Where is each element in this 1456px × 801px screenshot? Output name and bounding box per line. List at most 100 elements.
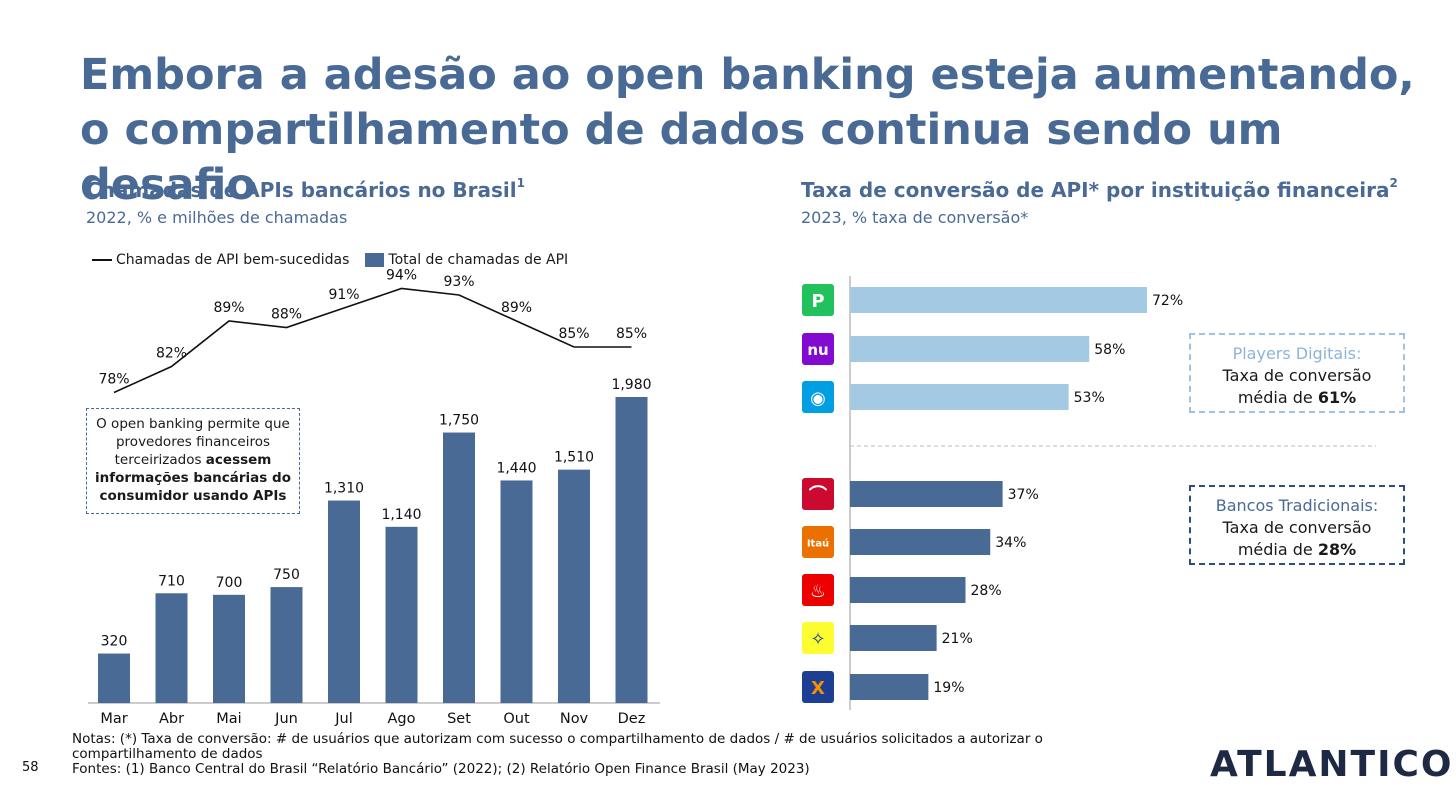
mercado-pago-logo-icon-glyph: ◉ bbox=[810, 388, 826, 409]
traditional-banks-line3: média de 28% bbox=[1191, 539, 1403, 561]
x-tick-label: Ago bbox=[388, 711, 416, 727]
conversion-rate-label: 28% bbox=[971, 583, 1002, 599]
line-value-label: 93% bbox=[443, 274, 474, 290]
x-tick-label: Jul bbox=[334, 711, 353, 727]
conversion-rate-label: 53% bbox=[1074, 390, 1105, 406]
digital-players-line3: média de 61% bbox=[1191, 387, 1403, 409]
bar-value-label: 1,510 bbox=[554, 450, 594, 466]
right-chart-subheading: 2023, % taxa de conversão* bbox=[801, 208, 1029, 227]
x-tick-label: Mai bbox=[216, 711, 241, 727]
mercado-pago-logo-icon bbox=[802, 381, 834, 413]
open-banking-callout: O open banking permite que provedores fi… bbox=[86, 408, 300, 514]
santander-logo-icon-glyph: ♨ bbox=[810, 581, 826, 602]
bradesco-logo-icon-glyph: ⌒ bbox=[809, 484, 827, 506]
left-chart-heading-text: Chamadas de APIs bancários no Brasil bbox=[86, 178, 517, 202]
conversion-rate-label: 34% bbox=[995, 535, 1026, 551]
nubank-logo-icon bbox=[802, 333, 834, 365]
api-calls-bar bbox=[385, 526, 418, 703]
digital-avg-label: média de bbox=[1237, 388, 1318, 407]
left-chart-legend: Chamadas de API bem-sucedidas Total de c… bbox=[92, 252, 568, 268]
bar-value-label: 1,310 bbox=[324, 481, 364, 497]
atlantico-logo: ATLANTICO bbox=[1210, 744, 1454, 785]
legend-bar-swatch bbox=[365, 253, 385, 267]
bar-value-label: 750 bbox=[273, 567, 300, 583]
callout-bold-text: acessem informações bancárias do consumi… bbox=[95, 452, 291, 504]
success-rate-line bbox=[113, 287, 632, 394]
line-value-label: 85% bbox=[558, 326, 589, 342]
conversion-rate-bar bbox=[850, 287, 1147, 313]
bar-value-label: 1,140 bbox=[381, 507, 421, 523]
bar-value-label: 1,440 bbox=[496, 460, 536, 476]
left-chart-heading: Chamadas de APIs bancários no Brasil1 bbox=[86, 176, 525, 202]
x-tick-label: Nov bbox=[560, 711, 589, 727]
callout-text: O open banking permite que provedores fi… bbox=[96, 416, 290, 468]
sources-line: Fontes: (1) Banco Central do Brasil “Rel… bbox=[72, 761, 810, 777]
legend-line-label: Chamadas de API bem-sucedidas bbox=[116, 252, 350, 268]
banco-do-brasil-logo-icon-glyph: ✧ bbox=[810, 629, 825, 650]
bar-value-label: 320 bbox=[101, 634, 128, 650]
santander-logo-icon bbox=[802, 574, 834, 606]
traditional-avg-label: média de bbox=[1237, 540, 1318, 559]
picpay-logo-icon-glyph: P bbox=[811, 291, 824, 312]
api-calls-bar bbox=[558, 469, 590, 703]
api-calls-bar bbox=[98, 653, 130, 703]
nubank-logo-icon-glyph: nu bbox=[807, 341, 828, 359]
left-chart-subheading: 2022, % e milhões de chamadas bbox=[86, 208, 348, 227]
api-calls-bar bbox=[155, 593, 188, 703]
x-tick-label: Out bbox=[503, 711, 530, 727]
line-value-label: 94% bbox=[386, 268, 417, 284]
x-tick-label: Abr bbox=[159, 711, 184, 727]
line-value-label: 78% bbox=[98, 372, 129, 388]
itau-logo-icon bbox=[802, 526, 834, 558]
conversion-rate-bar bbox=[850, 384, 1069, 410]
conversion-rate-bar bbox=[850, 529, 991, 555]
right-chart-heading-text: Taxa de conversão de API* por instituiçã… bbox=[801, 178, 1390, 202]
x-tick-label: Dez bbox=[618, 711, 646, 727]
api-calls-bar bbox=[615, 397, 648, 703]
conversion-rate-label: 37% bbox=[1008, 487, 1039, 503]
conversion-rate-bar bbox=[850, 625, 937, 651]
conversion-rate-label: 21% bbox=[942, 631, 973, 647]
bar-value-label: 1,750 bbox=[439, 413, 479, 429]
banco-do-brasil-logo-icon bbox=[802, 622, 834, 654]
line-value-label: 89% bbox=[501, 300, 532, 316]
traditional-banks-box: Bancos Tradicionais: Taxa de conversão m… bbox=[1189, 485, 1405, 565]
line-value-label: 85% bbox=[616, 326, 647, 342]
line-value-label: 91% bbox=[328, 287, 359, 303]
api-calls-bar bbox=[270, 587, 303, 703]
line-value-label: 89% bbox=[213, 300, 244, 316]
conversion-rate-label: 19% bbox=[933, 680, 964, 696]
traditional-avg-value: 28% bbox=[1317, 540, 1357, 559]
conversion-rate-bar bbox=[850, 674, 929, 700]
right-chart-heading-sup: 2 bbox=[1389, 176, 1398, 190]
traditional-banks-line2: Taxa de conversão bbox=[1222, 518, 1372, 537]
api-calls-bar bbox=[500, 480, 533, 703]
bar-value-label: 710 bbox=[158, 573, 185, 589]
x-tick-label: Set bbox=[447, 711, 471, 727]
api-calls-bar bbox=[213, 594, 245, 703]
conversion-rate-label: 58% bbox=[1094, 342, 1125, 358]
api-calls-bar bbox=[328, 500, 360, 703]
legend-line-swatch bbox=[92, 259, 112, 261]
api-calls-bar bbox=[443, 432, 475, 703]
picpay-logo-icon bbox=[802, 284, 834, 316]
x-tick-label: Jun bbox=[274, 711, 298, 727]
line-value-label: 88% bbox=[271, 307, 302, 323]
conversion-rate-bar bbox=[850, 577, 966, 603]
footnotes: Notas: (*) Taxa de conversão: # de usuár… bbox=[72, 732, 1072, 777]
digital-avg-value: 61% bbox=[1317, 388, 1357, 407]
traditional-banks-heading: Bancos Tradicionais: bbox=[1215, 496, 1379, 515]
conversion-rate-label: 72% bbox=[1152, 293, 1183, 309]
bar-value-label: 700 bbox=[216, 575, 243, 591]
bradesco-logo-icon bbox=[802, 478, 834, 510]
notes-line: Notas: (*) Taxa de conversão: # de usuár… bbox=[72, 731, 1043, 762]
page-number: 58 bbox=[22, 760, 39, 775]
conversion-rate-bar bbox=[850, 481, 1003, 507]
x-tick-label: Mar bbox=[100, 711, 127, 727]
line-value-label: 82% bbox=[156, 346, 187, 362]
conversion-rate-bar bbox=[850, 336, 1090, 362]
legend-bar-label: Total de chamadas de API bbox=[388, 252, 569, 268]
digital-players-heading: Players Digitais: bbox=[1232, 344, 1362, 363]
left-chart-heading-sup: 1 bbox=[516, 176, 525, 190]
